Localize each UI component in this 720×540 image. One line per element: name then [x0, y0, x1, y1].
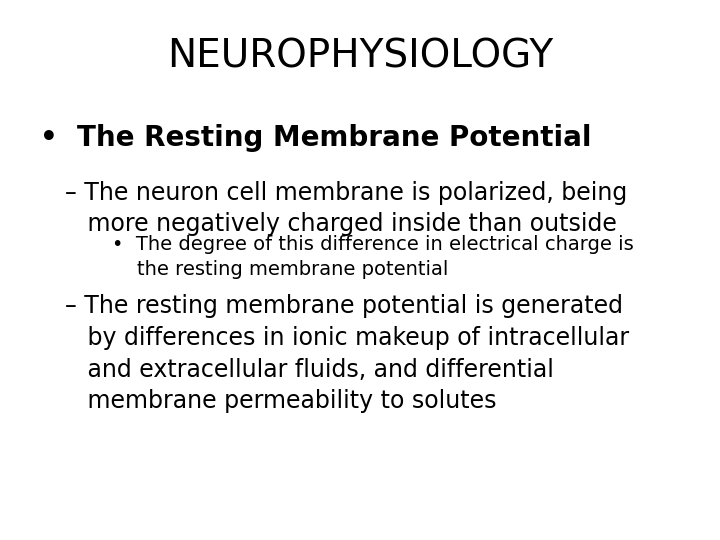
Text: – The neuron cell membrane is polarized, being
   more negatively charged inside: – The neuron cell membrane is polarized,…: [65, 181, 627, 237]
Text: – The resting membrane potential is generated
   by differences in ionic makeup : – The resting membrane potential is gene…: [65, 294, 629, 413]
Text: NEUROPHYSIOLOGY: NEUROPHYSIOLOGY: [167, 38, 553, 76]
Text: •  The Resting Membrane Potential: • The Resting Membrane Potential: [40, 124, 591, 152]
Text: •  The degree of this difference in electrical charge is
    the resting membran: • The degree of this difference in elect…: [112, 235, 634, 279]
